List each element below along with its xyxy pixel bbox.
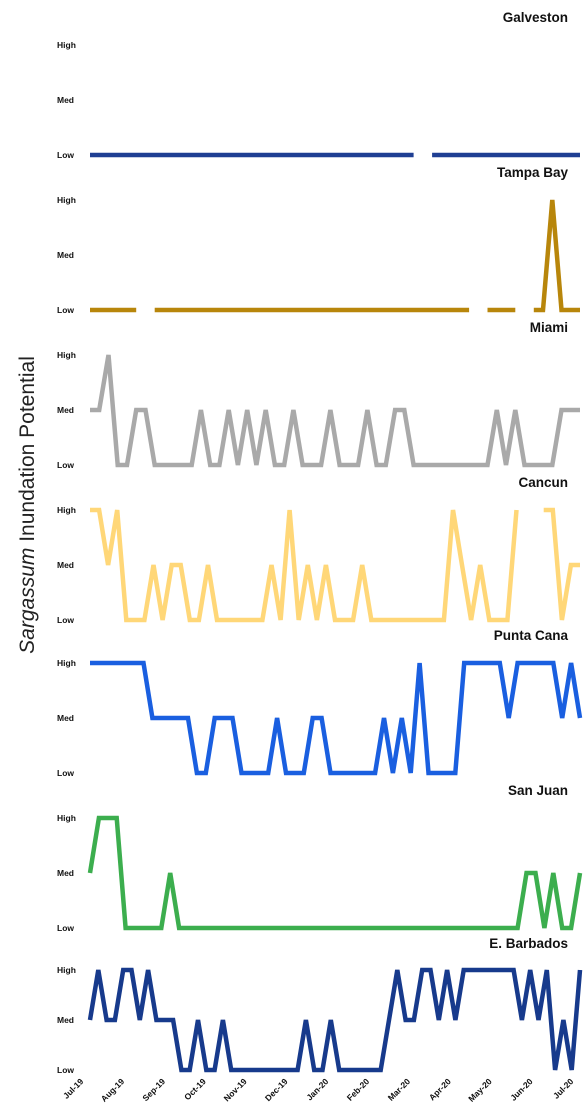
x-tick-label: Sep-19 (140, 1076, 167, 1103)
panel-title: E. Barbados (489, 936, 568, 951)
y-tick-label: High (57, 658, 76, 668)
y-axis-title: Sargassum Inundation Potential (16, 356, 39, 654)
panel-title: Cancun (518, 475, 568, 490)
x-tick-label: Oct-19 (182, 1076, 208, 1102)
x-tick-label: Jul-20 (551, 1076, 576, 1101)
x-axis-ticks: Jul-19 Aug-19 Sep-19 Oct-19 Nov-19 Dec-19 Jan-… (61, 1076, 576, 1104)
y-tick-label: High (57, 813, 76, 823)
panel-title: Punta Cana (494, 628, 569, 643)
panel-san-juan: San Juan Low Med High (57, 783, 583, 933)
series-line-tampa-bay (90, 199, 580, 313)
y-tick-label: High (57, 40, 76, 50)
x-tick-label: Apr-20 (427, 1076, 453, 1102)
y-tick-label: Med (57, 560, 74, 570)
y-tick-label: Med (57, 868, 74, 878)
panel-title: Miami (530, 320, 568, 335)
y-tick-label: Low (57, 150, 74, 160)
y-axis-title-rest: Inundation Potential (16, 356, 39, 547)
y-tick-label: Low (57, 460, 74, 470)
y-tick-label: Med (57, 1015, 74, 1025)
y-tick-label: Med (57, 95, 74, 105)
y-axis-title-italic: Sargassum (16, 548, 39, 654)
y-tick-label: High (57, 965, 76, 975)
x-tick-label: May-20 (466, 1076, 494, 1104)
series-line-cancun (90, 507, 580, 623)
x-tick-label: Jan-20 (304, 1076, 330, 1102)
x-tick-label: Aug-19 (99, 1076, 127, 1104)
y-tick-label: Low (57, 615, 74, 625)
series-line-e-barbados (87, 967, 583, 1073)
y-tick-label: Med (57, 405, 74, 415)
y-tick-label: Low (57, 923, 74, 933)
panel-punta-cana: Punta Cana Low Med High (57, 628, 583, 778)
y-tick-label: Low (57, 1065, 74, 1075)
x-tick-label: Dec-19 (263, 1076, 290, 1103)
panel-title: Galveston (503, 10, 568, 25)
y-tick-label: High (57, 350, 76, 360)
y-tick-label: Med (57, 250, 74, 260)
panel-title: Tampa Bay (497, 165, 569, 180)
panel-tampa-bay: Tampa Bay Low Med High (57, 165, 580, 315)
series-line-punta-cana (90, 660, 583, 776)
x-tick-label: Jun-20 (508, 1076, 535, 1103)
panel-e-barbados: E. Barbados Low Med High (57, 936, 583, 1075)
x-tick-label: Mar-20 (386, 1076, 413, 1103)
y-axis-label: Sargassum Inundation Potential (16, 356, 39, 654)
panel-cancun: Cancun Low Med High (57, 475, 580, 625)
y-tick-label: Low (57, 305, 74, 315)
y-tick-label: Low (57, 768, 74, 778)
series-line-san-juan (87, 815, 583, 931)
series-line-miami (90, 354, 580, 468)
y-tick-label: High (57, 505, 76, 515)
panel-galveston: Galveston Low Med High (57, 10, 580, 160)
y-tick-label: High (57, 195, 76, 205)
y-tick-label: Med (57, 713, 74, 723)
panel-miami: Miami Low Med High (57, 320, 580, 470)
x-tick-label: Feb-20 (345, 1076, 372, 1103)
x-tick-label: Nov-19 (222, 1076, 249, 1103)
panel-title: San Juan (508, 783, 568, 798)
x-tick-label: Jul-19 (61, 1076, 86, 1101)
